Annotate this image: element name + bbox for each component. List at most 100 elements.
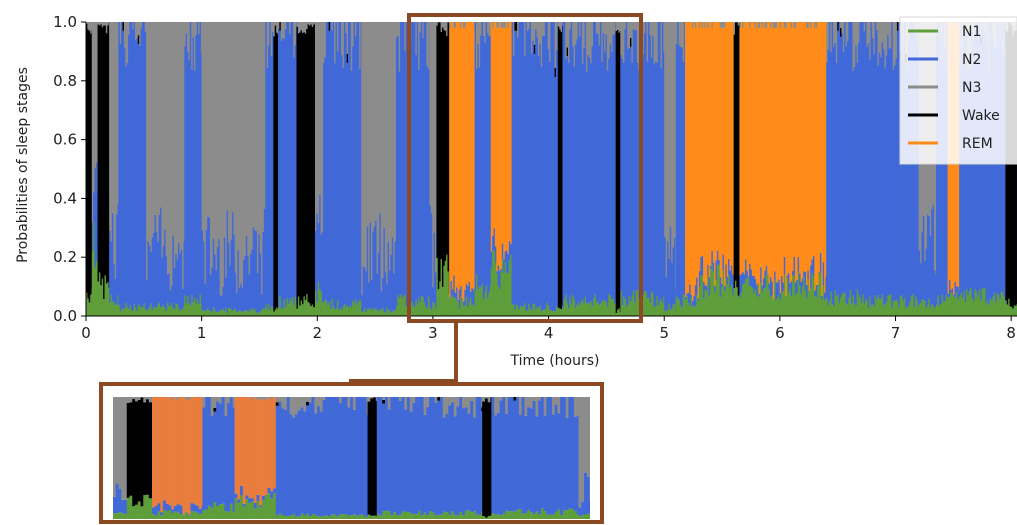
stage-band-n3 [444, 22, 447, 31]
stage-band-n1 [914, 296, 917, 316]
stage-band-wake [630, 38, 632, 47]
stage-band-wake [437, 397, 441, 401]
stage-band-n2 [803, 271, 806, 277]
stage-band-n2 [936, 35, 938, 305]
stage-band-n1 [554, 511, 559, 519]
stage-band-n1 [348, 307, 351, 316]
x-tick-label: 8 [1006, 324, 1016, 342]
stage-band-n3 [208, 22, 211, 218]
stage-band-n3 [554, 397, 559, 405]
stage-band-n3 [722, 22, 725, 28]
stage-band-n1 [576, 304, 579, 316]
stage-band-n1 [364, 307, 367, 316]
stage-band-n1 [334, 308, 337, 316]
stage-band-n1 [577, 302, 580, 316]
stage-band-n1 [196, 299, 199, 316]
stage-band-n1 [465, 296, 468, 316]
stage-band-wake [105, 33, 108, 284]
stage-band-n3 [382, 397, 386, 400]
stage-band-n1 [259, 311, 262, 316]
stage-band-n1 [609, 295, 612, 316]
stage-band-n2 [877, 65, 880, 296]
stage-band-n1 [822, 285, 825, 316]
stage-band-n2 [758, 293, 761, 297]
stage-band-n1 [317, 516, 321, 519]
stage-band-n1 [277, 307, 280, 316]
stage-band-n3 [394, 22, 397, 242]
stage-band-n3 [135, 397, 139, 402]
stage-band-n3 [289, 22, 292, 34]
stage-band-n2 [369, 222, 372, 309]
stage-band-n1 [615, 312, 618, 316]
stage-band-n3 [248, 22, 251, 275]
stage-band-n2 [401, 22, 404, 299]
stage-band-n1 [175, 303, 178, 316]
stage-band-n2 [275, 405, 280, 516]
stage-band-wake [367, 401, 371, 515]
stage-band-n3 [109, 22, 112, 231]
stage-band-n2 [496, 271, 499, 274]
stage-band-n1 [413, 307, 416, 316]
stage-band-n2 [828, 22, 831, 302]
stage-band-rem [821, 22, 824, 296]
stage-band-n1 [881, 294, 884, 316]
stage-band-n1 [871, 304, 874, 316]
stage-band-n3 [631, 22, 634, 63]
stage-band-n1 [478, 286, 481, 316]
stage-band-n3 [140, 397, 144, 398]
stage-band-n1 [460, 296, 463, 316]
stage-band-n2 [648, 22, 651, 298]
stage-band-n1 [841, 293, 844, 316]
stage-band-n3 [256, 22, 259, 273]
stage-band-n3 [213, 397, 217, 408]
stage-band-n1 [457, 301, 460, 316]
stage-band-n3 [166, 22, 169, 275]
stage-band-n1 [669, 309, 672, 316]
stage-band-n3 [313, 22, 316, 25]
stage-band-rem [251, 399, 255, 499]
stage-band-n3 [852, 22, 855, 71]
stage-band-n1 [507, 511, 512, 519]
stage-band-rem [686, 22, 689, 294]
stage-band-n2 [445, 413, 449, 513]
stage-band-n2 [176, 259, 179, 305]
stage-band-n2 [321, 231, 324, 303]
stage-band-rem [747, 22, 750, 277]
stage-band-n2 [368, 282, 371, 309]
stage-band-rem [469, 22, 472, 292]
stage-band-n1 [997, 294, 1000, 316]
stage-band-n1 [810, 288, 813, 316]
stage-band-n1 [103, 298, 106, 316]
stage-band-n1 [447, 271, 450, 316]
legend-label-n1: N1 [962, 24, 981, 40]
stage-band-n2 [352, 409, 357, 515]
stage-band-wake [296, 26, 299, 309]
stage-band-n2 [826, 62, 829, 299]
stage-band-n2 [507, 254, 510, 273]
stage-band-n3 [542, 22, 545, 37]
stage-band-n1 [322, 515, 326, 519]
x-tick-label: 1 [197, 324, 207, 342]
stage-band-n1 [296, 308, 299, 316]
stage-band-n1 [311, 304, 314, 316]
stage-band-n2 [833, 47, 836, 307]
stage-band-n1 [488, 292, 491, 316]
stage-band-n2 [553, 22, 556, 311]
stage-band-n1 [959, 296, 962, 316]
stage-band-n1 [373, 309, 376, 316]
stage-band-n1 [252, 310, 255, 316]
stage-band-n1 [184, 295, 187, 316]
stage-band-n2 [623, 62, 626, 297]
stage-band-n1 [237, 502, 241, 519]
stage-band-n3 [359, 22, 362, 69]
stage-band-n1 [894, 300, 897, 316]
stage-band-rem [449, 27, 452, 298]
stage-band-wake [107, 25, 110, 283]
stage-band-rem [256, 399, 260, 495]
stage-band-rem [794, 27, 797, 283]
stage-band-n2 [223, 237, 226, 312]
stage-band-n1 [625, 306, 628, 316]
stage-band-n1 [892, 301, 895, 316]
stage-band-n1 [961, 298, 964, 316]
stage-band-n2 [955, 286, 958, 292]
